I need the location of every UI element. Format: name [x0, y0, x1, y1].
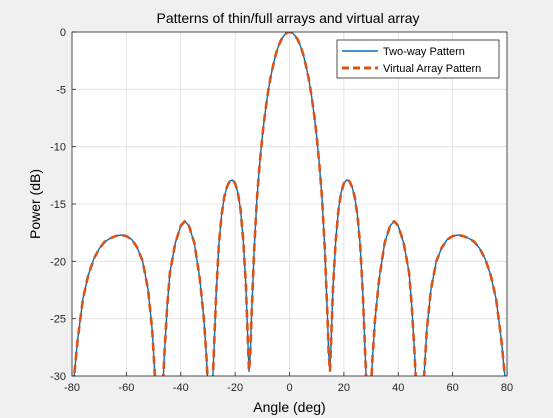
x-axis-label: Angle (deg)	[253, 399, 325, 415]
chart-title: Patterns of thin/full arrays and virtual…	[156, 10, 419, 26]
x-tick-label: -80	[64, 382, 80, 394]
y-tick-label: -10	[50, 142, 66, 154]
y-tick-label: -15	[50, 199, 66, 211]
y-axis: 0 -5 -10 -15 -20 -25 -30	[50, 27, 76, 383]
x-tick-label: 0	[286, 382, 292, 394]
y-tick-label: -5	[56, 84, 66, 96]
x-tick-label: -60	[118, 382, 134, 394]
y-tick-label: -30	[50, 371, 66, 383]
x-tick-label: -20	[227, 382, 243, 394]
y-tick-label: -25	[50, 314, 66, 326]
x-tick-label: 40	[392, 382, 404, 394]
legend-label-virtual: Virtual Array Pattern	[383, 63, 481, 75]
series-virtual-array-pattern	[72, 32, 507, 376]
x-tick-label: -40	[173, 382, 189, 394]
series-layer	[72, 32, 507, 376]
x-tick-label: 20	[338, 382, 350, 394]
legend: Two-way Pattern Virtual Array Pattern	[336, 39, 500, 79]
legend-box	[336, 39, 500, 79]
y-axis-label: Power (dB)	[27, 169, 43, 239]
x-tick-label: 60	[447, 382, 459, 394]
x-tick-label: 80	[501, 382, 513, 394]
x-axis: -80 -60 -40 -20 0 20 40 60 80	[64, 372, 513, 394]
legend-label-two-way: Two-way Pattern	[383, 46, 465, 58]
y-tick-label: -20	[50, 256, 66, 268]
y-tick-label: 0	[60, 27, 66, 39]
